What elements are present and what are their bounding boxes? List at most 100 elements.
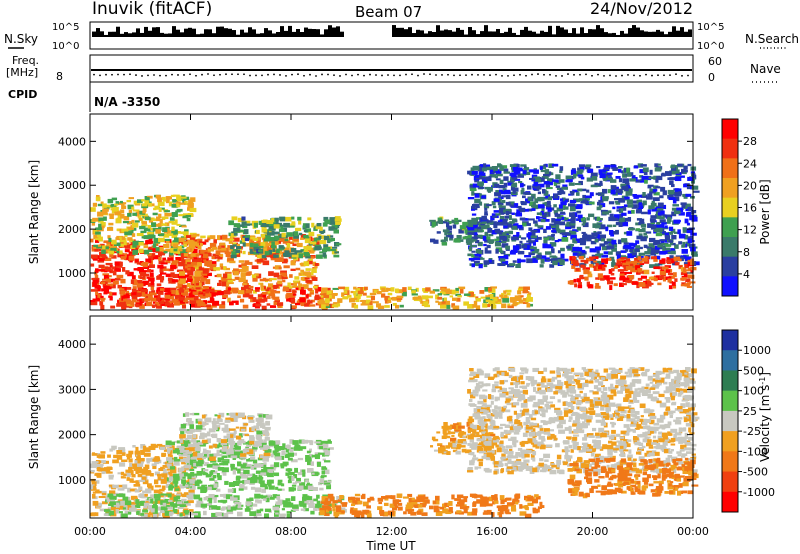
echo-cell — [526, 258, 533, 264]
echo-cell — [451, 290, 456, 295]
nsky-bar — [528, 30, 532, 37]
echo-cell — [673, 231, 680, 234]
echo-cell — [278, 235, 282, 239]
echo-cell — [174, 237, 181, 241]
echo-cell — [519, 207, 526, 213]
echo-cell — [113, 454, 118, 459]
echo-cell — [448, 220, 452, 225]
echo-cell — [501, 232, 507, 237]
nsky-bar — [240, 29, 244, 37]
echo-cell — [683, 195, 688, 199]
echo-cell — [478, 186, 485, 189]
nsky-bar — [156, 27, 160, 37]
echo-cell — [638, 252, 646, 256]
echo-cell — [256, 513, 262, 517]
echo-cell — [351, 303, 356, 308]
echo-cell — [540, 258, 545, 264]
echo-cell — [331, 295, 335, 299]
echo-cell — [580, 217, 586, 222]
echo-cell — [263, 246, 268, 249]
echo-cell — [554, 240, 560, 243]
nsky-bar — [316, 29, 320, 37]
echo-cell — [181, 249, 188, 253]
echo-cell — [395, 304, 400, 309]
echo-cell — [496, 237, 502, 241]
echo-cell — [179, 287, 184, 291]
echo-cell — [569, 208, 576, 212]
echo-cell — [572, 229, 579, 232]
echo-cell — [190, 197, 196, 202]
echo-cell — [141, 476, 147, 481]
echo-cell — [285, 472, 289, 476]
echo-cell — [545, 226, 551, 230]
echo-cell — [126, 455, 130, 460]
echo-cell — [202, 451, 206, 454]
echo-cell — [139, 460, 144, 464]
echo-cell — [158, 252, 162, 257]
echo-cell — [509, 297, 517, 302]
echo-cell — [295, 267, 301, 271]
echo-cell — [687, 176, 694, 181]
echo-cell — [494, 300, 498, 303]
echo-cell — [110, 497, 114, 502]
echo-cell — [579, 218, 583, 223]
echo-cell — [578, 256, 584, 260]
echo-cell — [441, 287, 445, 292]
echo-cell — [681, 282, 686, 285]
echo-cell — [252, 459, 258, 464]
echo-cell — [287, 452, 295, 457]
echo-cell — [598, 199, 604, 203]
echo-cell — [322, 458, 326, 461]
nave-dot — [183, 74, 185, 76]
echo-cell — [554, 219, 560, 225]
echo-cell — [526, 240, 530, 243]
echo-cell — [231, 451, 237, 455]
echo-cell — [596, 234, 600, 238]
echo-cell — [275, 447, 281, 451]
nave-dot — [573, 73, 575, 76]
echo-cell — [107, 227, 114, 231]
echo-cell — [502, 219, 507, 223]
echo-cell — [298, 272, 302, 276]
nave-dot — [465, 74, 467, 77]
echo-cell — [127, 271, 134, 277]
echo-cell — [490, 300, 496, 305]
echo-cell — [257, 457, 264, 461]
echo-cell — [486, 304, 491, 308]
echo-cell — [273, 284, 277, 290]
echo-cell — [611, 262, 616, 267]
echo-cell — [673, 169, 680, 174]
echo-cell — [503, 189, 511, 195]
echo-cell — [516, 205, 522, 209]
echo-cell — [494, 230, 502, 233]
nsky-bar — [184, 28, 188, 37]
echo-cell — [573, 250, 577, 253]
echo-cell — [257, 294, 263, 298]
echo-cell — [649, 191, 656, 194]
echo-cell — [590, 236, 597, 240]
echo-cell — [438, 219, 444, 225]
echo-cell — [134, 220, 140, 223]
echo-cell — [306, 272, 311, 278]
echo-cell — [170, 482, 174, 486]
echo-cell — [320, 475, 325, 479]
echo-cell — [155, 506, 161, 511]
echo-cell — [551, 238, 555, 241]
nsky-bar — [160, 32, 164, 37]
echo-cell — [381, 287, 386, 293]
echo-cell — [249, 497, 254, 501]
echo-cell — [617, 263, 623, 267]
echo-cell — [226, 510, 234, 515]
nave-dot — [531, 73, 533, 76]
echo-cell — [515, 212, 522, 217]
echo-cell — [668, 240, 673, 243]
echo-cell — [255, 299, 261, 304]
echo-cell — [183, 439, 190, 444]
echo-cell — [251, 265, 259, 270]
echo-cell — [105, 496, 112, 502]
echo-cell — [622, 277, 630, 283]
echo-cell — [453, 239, 457, 243]
echo-cell — [166, 468, 170, 471]
echo-cell — [491, 304, 497, 309]
echo-cell — [212, 465, 219, 469]
